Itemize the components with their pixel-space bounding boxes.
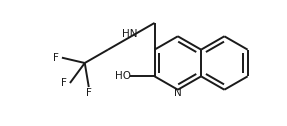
Text: F: F (61, 78, 67, 88)
Text: N: N (174, 88, 182, 98)
Text: HO: HO (115, 71, 131, 81)
Text: HN: HN (122, 29, 137, 39)
Text: F: F (53, 53, 59, 63)
Text: F: F (86, 88, 92, 98)
